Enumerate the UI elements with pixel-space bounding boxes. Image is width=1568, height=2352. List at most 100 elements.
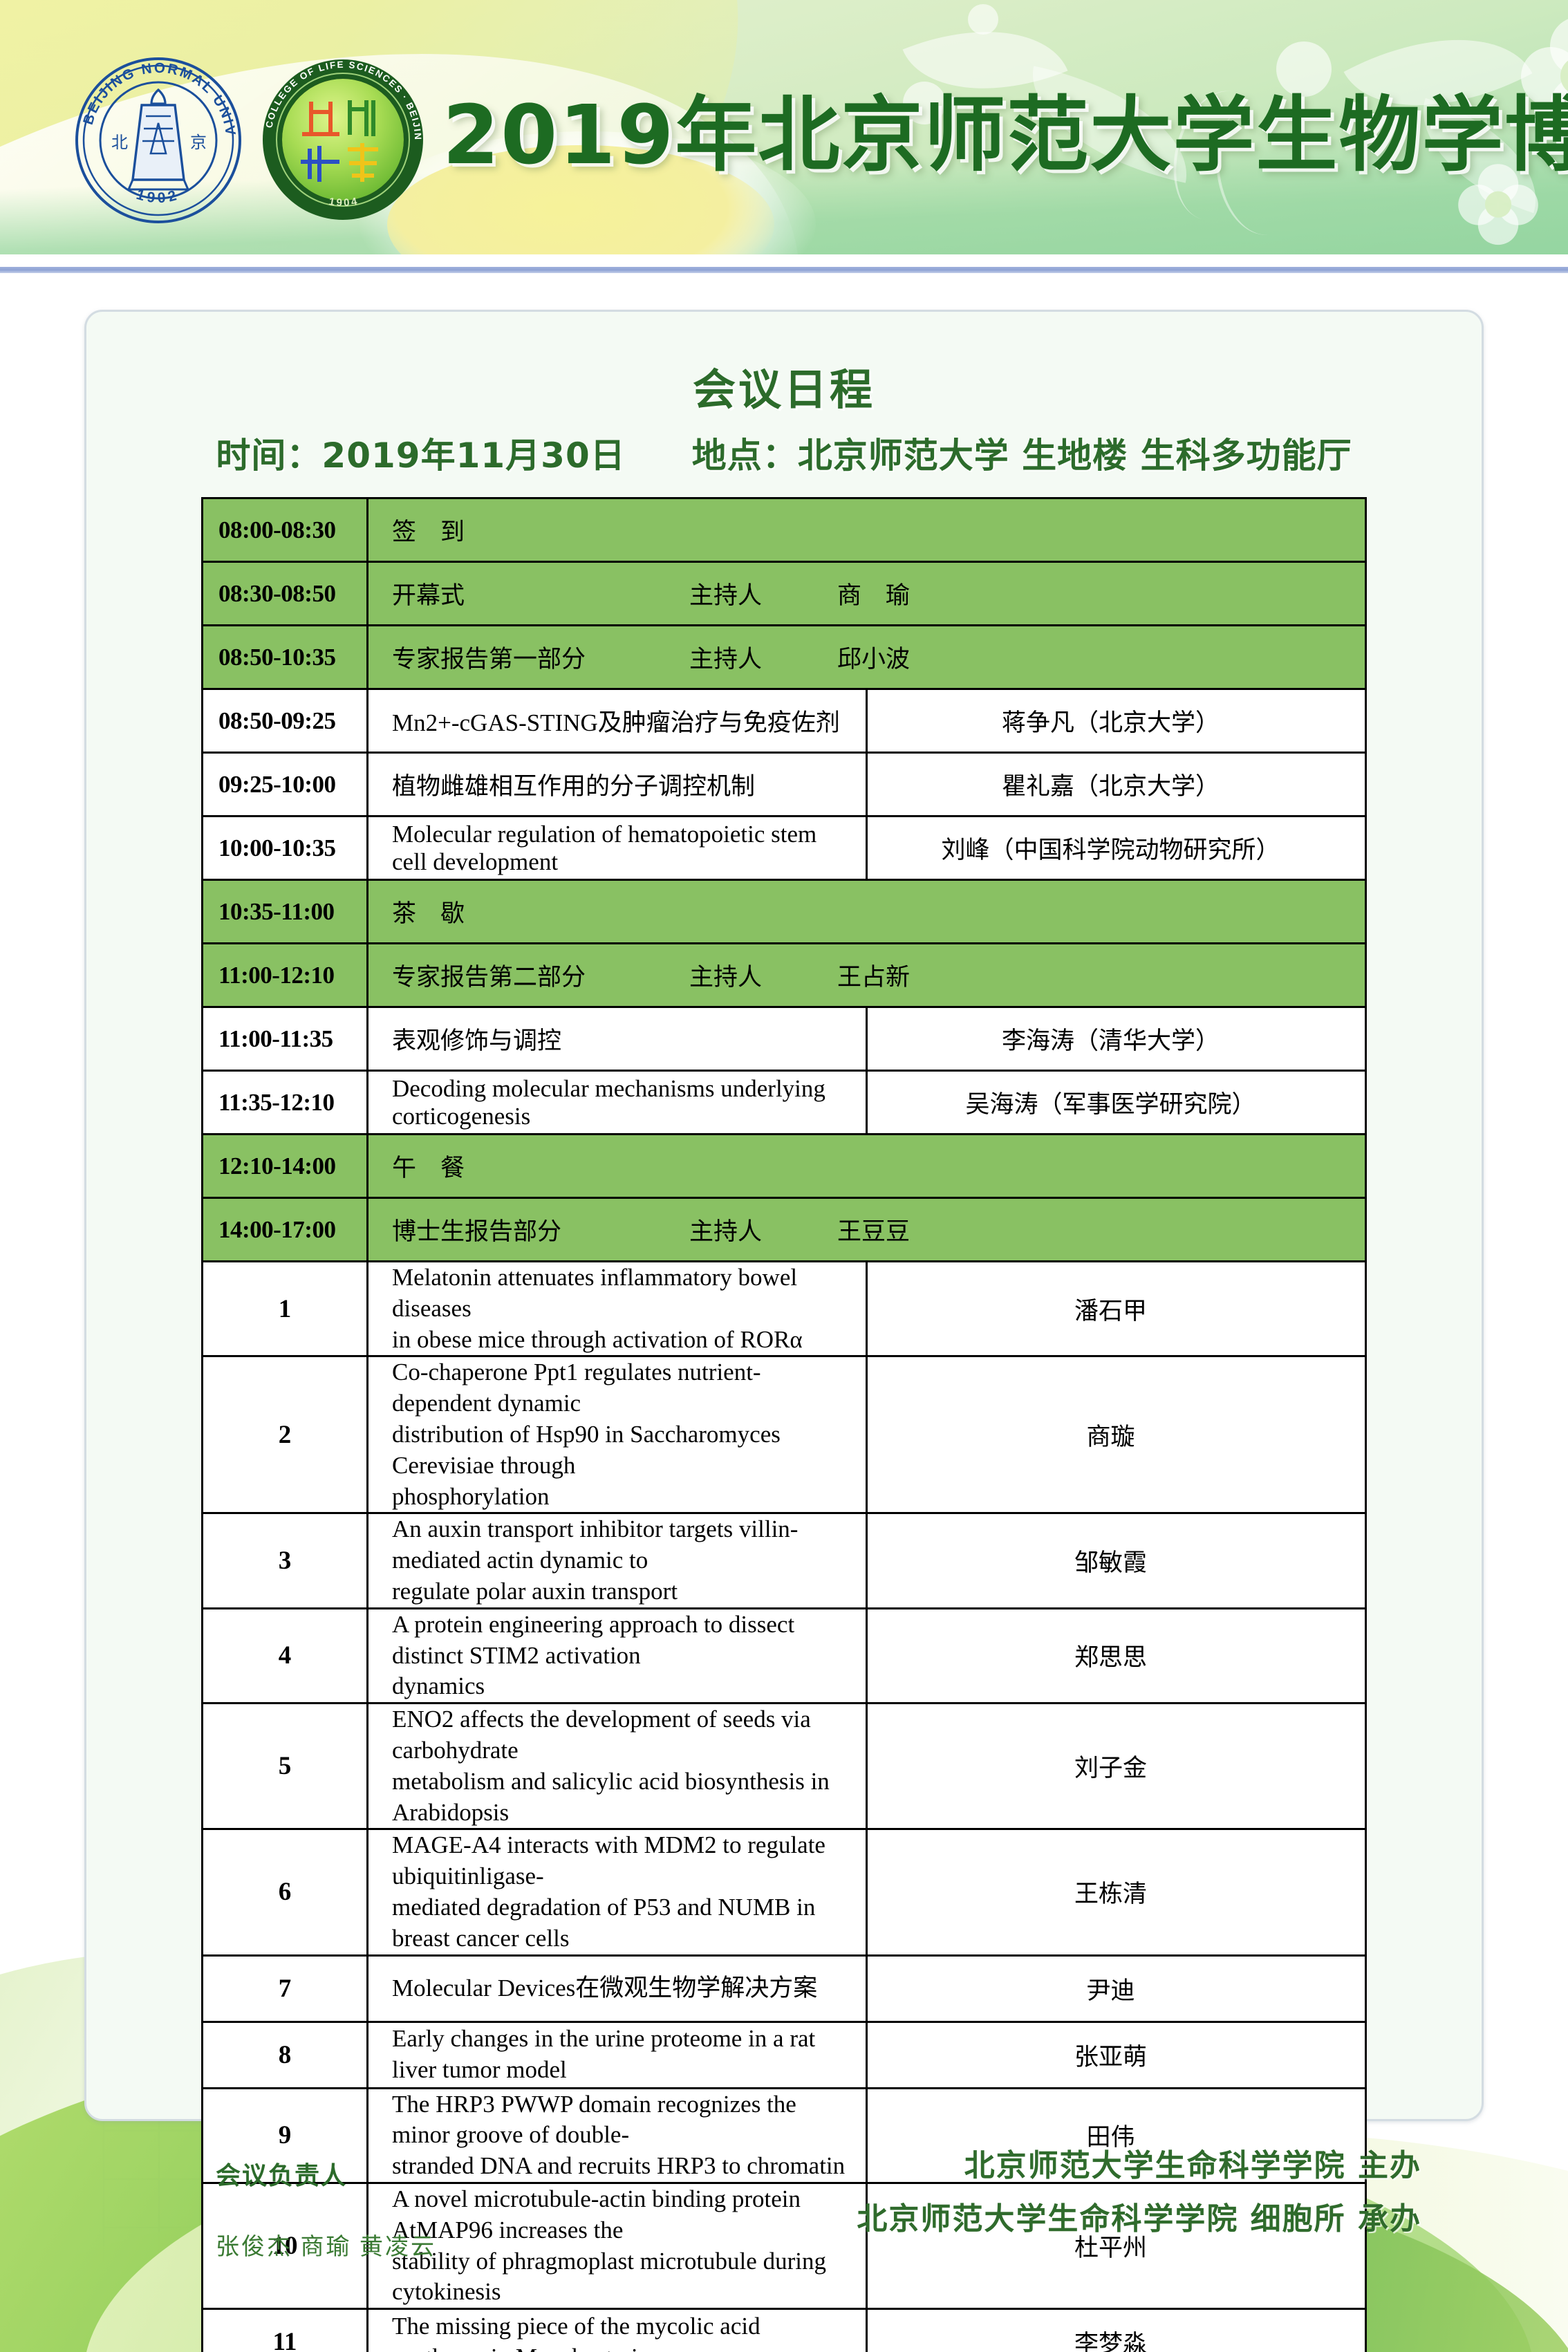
- session-chair-label: 主持人: [689, 582, 763, 609]
- schedule-talk-row: 10:00-10:35 Molecular regulation of hemat…: [201, 815, 1367, 881]
- session-chair-name: 王豆豆: [837, 1218, 911, 1245]
- session-cell: 开幕式 主持人 商 瑜: [366, 561, 1367, 626]
- session-time: 08:30-08:50: [201, 561, 368, 626]
- student-talk-number: 3: [201, 1512, 368, 1609]
- svg-text:1904: 1904: [328, 195, 360, 209]
- student-talk-number: 10: [201, 2181, 368, 2311]
- blossom-decor-2: [1276, 41, 1332, 97]
- student-talk-number: 8: [201, 2020, 368, 2089]
- student-talk-title: MAGE-A4 interacts with MDM2 to regulate …: [366, 1828, 868, 1957]
- schedule-session-row: 14:00-17:00 博士生报告部分 主持人 王豆豆: [201, 1197, 1367, 1262]
- footer-host-line-1: 北京师范大学生命科学学院 主办: [964, 2148, 1421, 2183]
- session-chair-name: 王占新: [837, 964, 911, 991]
- schedule-session-row: 12:10-14:00 午 餐: [201, 1133, 1367, 1199]
- svg-text:京: 京: [190, 133, 207, 152]
- blossom-decor-1: [903, 82, 946, 124]
- talk-speaker: 刘峰（中国科学院动物研究所）: [866, 815, 1367, 881]
- footer-host-block: 北京师范大学生命科学学院 主办 北京师范大学生命科学学院 细胞所 承办: [857, 2139, 1421, 2246]
- schedule-student-talk-row: 11 The missing piece of the mycolic acid …: [201, 2308, 1367, 2352]
- student-talk-title: The HRP3 PWWP domain recognizes the mino…: [366, 2087, 868, 2184]
- schedule-student-talk-row: 5 ENO2 affects the development of seeds v…: [201, 1702, 1367, 1831]
- session-time: 11:00-12:10: [201, 942, 368, 1008]
- student-talk-speaker: 刘子金: [866, 1702, 1367, 1831]
- schedule-talk-row: 11:35-12:10 Decoding molecular mechanisms…: [201, 1070, 1367, 1135]
- session-chair-name: 邱小波: [837, 646, 911, 673]
- student-talk-number: 11: [201, 2308, 368, 2352]
- talk-title: Molecular regulation of hematopoietic st…: [366, 815, 868, 881]
- session-cell: 茶 歇: [366, 879, 1367, 944]
- svg-text:北: 北: [111, 133, 128, 152]
- student-talk-speaker: 张亚萌: [866, 2020, 1367, 2089]
- footer-host-line-2: 北京师范大学生命科学学院 细胞所 承办: [857, 2201, 1421, 2237]
- footer-organizer-names: 张俊杰 商瑜 黄凌云: [216, 2234, 436, 2260]
- talk-title: Decoding molecular mechanisms underlying…: [366, 1070, 868, 1135]
- student-talk-number: 4: [201, 1607, 368, 1705]
- schedule-meta: 时间：2019年11月30日 地点：北京师范大学 生地楼 生科多功能厅: [86, 428, 1482, 478]
- talk-title: 植物雌雄相互作用的分子调控机制: [366, 752, 868, 817]
- session-time: 08:00-08:30: [201, 497, 368, 563]
- session-name: 茶 歇: [392, 900, 465, 927]
- schedule-talk-row: 08:50-09:25 Mn2+-cGAS-STING及肿瘤治疗与免疫佐剂 蒋争凡（…: [201, 688, 1367, 754]
- student-talk-number: 2: [201, 1355, 368, 1515]
- student-talk-speaker: 潘石甲: [866, 1260, 1367, 1358]
- session-name: 专家报告第二部分: [392, 964, 586, 991]
- student-talk-title: Early changes in the urine proteome in a…: [366, 2020, 868, 2089]
- student-talk-speaker: 邹敏霞: [866, 1512, 1367, 1609]
- session-cell: 博士生报告部分 主持人 王豆豆: [366, 1197, 1367, 1262]
- session-time: 12:10-14:00: [201, 1133, 368, 1199]
- talk-speaker: 李海涛（清华大学）: [866, 1006, 1367, 1072]
- session-chair-label: 主持人: [689, 646, 763, 673]
- session-cell: 签 到: [366, 497, 1367, 563]
- schedule-table: 08:00-08:30 签 到 08:30-08:50 开幕式 主持人商 瑜 08:50-…: [201, 497, 1367, 2352]
- schedule-date: 时间：2019年11月30日: [216, 436, 626, 476]
- bnu-logo: BEIJING NORMAL UNIVERSITY 1902 北 京: [68, 44, 242, 224]
- student-talk-title: A novel microtubule-actin binding protei…: [366, 2181, 868, 2311]
- schedule-student-talk-row: 8 Early changes in the urine proteome in …: [201, 2020, 1367, 2089]
- student-talk-title: ENO2 affects the development of seeds vi…: [366, 1702, 868, 1831]
- schedule-student-talk-row: 7 Molecular Devices在微观生物学解决方案 尹迪: [201, 1954, 1367, 2023]
- student-talk-title: Molecular Devices在微观生物学解决方案: [366, 1954, 868, 2023]
- student-talk-speaker: 郑思思: [866, 1607, 1367, 1705]
- student-talk-title: Co-chaperone Ppt1 regulates nutrient-dep…: [366, 1355, 868, 1515]
- schedule-session-row: 11:00-12:10 专家报告第二部分 主持人 王占新: [201, 942, 1367, 1008]
- session-time: 14:00-17:00: [201, 1197, 368, 1262]
- talk-speaker: 瞿礼嘉（北京大学）: [866, 752, 1367, 817]
- session-name: 午 餐: [392, 1155, 465, 1182]
- session-name: 签 到: [392, 519, 465, 545]
- talk-time: 11:35-12:10: [201, 1070, 368, 1135]
- schedule-title: 会议日程: [692, 364, 875, 415]
- student-talk-speaker: 李梦淼: [866, 2308, 1367, 2352]
- flower-decor-1: [1521, 17, 1568, 136]
- schedule-session-row: 08:30-08:50 开幕式 主持人 商 瑜: [201, 561, 1367, 626]
- schedule-talk-row: 11:00-11:35 表观修饰与调控 李海涛（清华大学）: [201, 1006, 1367, 1072]
- schedule-session-row: 10:35-11:00 茶 歇: [201, 879, 1367, 944]
- footer-organizer-block: 会议负责人 张俊杰 商瑜 黄凌云: [216, 2156, 436, 2261]
- student-talk-number: 9: [201, 2087, 368, 2184]
- student-talk-speaker: 尹迪: [866, 1954, 1367, 2023]
- session-cell: 午 餐: [366, 1133, 1367, 1199]
- header-banner: BEIJING NORMAL UNIVERSITY 1902 北 京: [0, 0, 1568, 254]
- session-name: 博士生报告部分: [392, 1218, 562, 1245]
- talk-time: 09:25-10:00: [201, 752, 368, 817]
- talk-time: 08:50-09:25: [201, 688, 368, 754]
- student-talk-number: 7: [201, 1954, 368, 2023]
- student-talk-title: An auxin transport inhibitor targets vil…: [366, 1512, 868, 1609]
- schedule-student-talk-row: 1 Melatonin attenuates inflammatory bowel…: [201, 1260, 1367, 1358]
- student-talk-speaker: 商璇: [866, 1355, 1367, 1515]
- session-time: 10:35-11:00: [201, 879, 368, 944]
- student-talk-speaker: 王栋清: [866, 1828, 1367, 1957]
- student-talk-title: A protein engineering approach to dissec…: [366, 1607, 868, 1705]
- schedule-student-talk-row: 9 The HRP3 PWWP domain recognizes the min…: [201, 2087, 1367, 2184]
- talk-time: 11:00-11:35: [201, 1006, 368, 1072]
- banner-divider-rule: [0, 267, 1568, 273]
- session-chair-name: 商 瑜: [837, 582, 911, 609]
- schedule-talk-row: 09:25-10:00 植物雌雄相互作用的分子调控机制 瞿礼嘉（北京大学）: [201, 752, 1367, 817]
- banner-title: 2019年北京师范大学生物学博士生论坛: [442, 87, 1568, 183]
- student-talk-title: The missing piece of the mycolic acid sy…: [366, 2308, 868, 2352]
- schedule-session-row: 08:50-10:35 专家报告第一部分 主持人 邱小波: [201, 624, 1367, 690]
- session-name: 开幕式: [392, 582, 465, 609]
- talk-title: 表观修饰与调控: [366, 1006, 868, 1072]
- talk-speaker: 蒋争凡（北京大学）: [866, 688, 1367, 754]
